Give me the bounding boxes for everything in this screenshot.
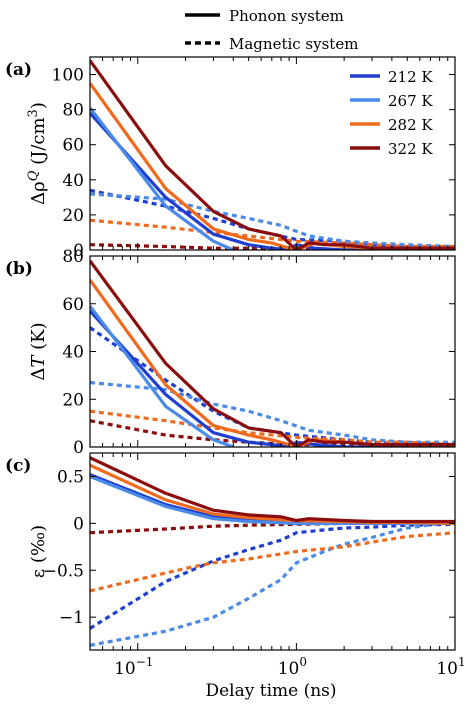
legend-label-0: 212 K bbox=[388, 68, 433, 86]
y-tick-label: 20 bbox=[62, 206, 84, 226]
y-tick-label: 80 bbox=[62, 247, 84, 267]
y-label-unit-sup: 3 bbox=[26, 109, 41, 117]
series-phonon-267k bbox=[90, 305, 234, 447]
y-label-main: ε bbox=[28, 569, 49, 578]
magnetic-legend-label: Magnetic system bbox=[229, 35, 358, 53]
y-tick-label: 0.5 bbox=[57, 467, 84, 487]
panel-label: (a) bbox=[5, 60, 32, 80]
y-tick-label: −0.5 bbox=[43, 561, 84, 581]
series-phonon-267k bbox=[90, 106, 234, 250]
series-phonon-322k bbox=[90, 259, 455, 447]
x-tick-exponent: −1 bbox=[136, 655, 154, 669]
x-tick-exponent: 0 bbox=[299, 655, 307, 669]
phonon-legend-label: Phonon system bbox=[229, 7, 344, 25]
y-label-var: T bbox=[28, 354, 49, 368]
y-tick-label: 60 bbox=[62, 136, 84, 156]
y-tick-label: 80 bbox=[62, 101, 84, 121]
plot-frame bbox=[89, 452, 456, 651]
series-magnetic-282k bbox=[90, 531, 455, 593]
series-magnetic-212k bbox=[90, 326, 455, 447]
series-magnetic-322k bbox=[90, 521, 455, 535]
x-tick-label: 10−1 bbox=[114, 655, 153, 679]
y-tick-label: 0 bbox=[73, 241, 84, 261]
series-magnetic-267k bbox=[90, 519, 455, 647]
y-axis-label: ε (‰) bbox=[28, 525, 49, 578]
series-magnetic-267k bbox=[90, 192, 455, 249]
plot-frame bbox=[89, 56, 456, 251]
y-label-main: Δρ bbox=[28, 181, 49, 205]
x-tick-exponent: 1 bbox=[458, 655, 466, 669]
legend-label-1: 267 K bbox=[388, 92, 433, 110]
y-label-main: Δ bbox=[28, 368, 49, 381]
y-label-unit: (K) bbox=[28, 322, 49, 355]
panel-1: 0 20 40 60 80 100 (a) ΔρQ (J/cm3) 212 K 267 K 282 … bbox=[5, 56, 456, 261]
y-tick-label: 100 bbox=[52, 66, 84, 86]
temperature-legend: 212 K 267 K 282 K 322 K bbox=[350, 68, 433, 158]
series-group bbox=[90, 259, 455, 447]
legend-label-2: 282 K bbox=[388, 116, 433, 134]
series-phonon-322k bbox=[90, 456, 455, 524]
series-magnetic-282k bbox=[90, 218, 455, 249]
panel-label: (b) bbox=[5, 259, 33, 279]
x-tick-label: 101 bbox=[436, 655, 465, 679]
y-label-unit-end: ) bbox=[28, 102, 49, 109]
panel-3: −1−0.500.5(c)ε (‰)10−1 100 101 bbox=[5, 452, 466, 679]
y-tick-label: −1 bbox=[59, 608, 84, 628]
system-legend: Phonon system Magnetic system bbox=[185, 7, 358, 53]
y-tick-label: 0 bbox=[73, 514, 84, 534]
y-tick-label: 40 bbox=[62, 343, 84, 363]
series-magnetic-267k bbox=[90, 380, 455, 444]
y-axis-label: ΔρQ (J/cm3) bbox=[26, 102, 49, 205]
series-phonon-322k bbox=[90, 59, 455, 250]
y-label-unit: (‰) bbox=[28, 525, 49, 569]
x-axis-label: Delay time (ns) bbox=[205, 681, 336, 701]
series-phonon-282k bbox=[90, 278, 455, 447]
y-tick-label: 60 bbox=[62, 295, 84, 315]
series-phonon-282k bbox=[90, 463, 455, 525]
series-magnetic-212k bbox=[90, 522, 455, 630]
y-label-unit: (J/cm bbox=[28, 117, 49, 170]
series-magnetic-322k bbox=[90, 243, 455, 250]
y-label-sup: Q bbox=[26, 170, 41, 181]
y-tick-label: 0 bbox=[73, 438, 84, 458]
legend-label-3: 322 K bbox=[388, 140, 433, 158]
panel-label: (c) bbox=[5, 456, 31, 476]
x-axis-label-group: Delay time (ns) bbox=[205, 681, 336, 701]
y-tick-label: 20 bbox=[62, 390, 84, 410]
series-magnetic-282k bbox=[90, 409, 455, 447]
y-axis-label: ΔT (K) bbox=[28, 322, 49, 380]
series-group bbox=[90, 59, 455, 250]
y-tick-label: 40 bbox=[62, 171, 84, 191]
series-group bbox=[90, 456, 455, 647]
x-tick-label: 100 bbox=[278, 655, 307, 679]
panel-2: 0 20 40 60 80 (b) ΔT (K) bbox=[5, 247, 456, 458]
